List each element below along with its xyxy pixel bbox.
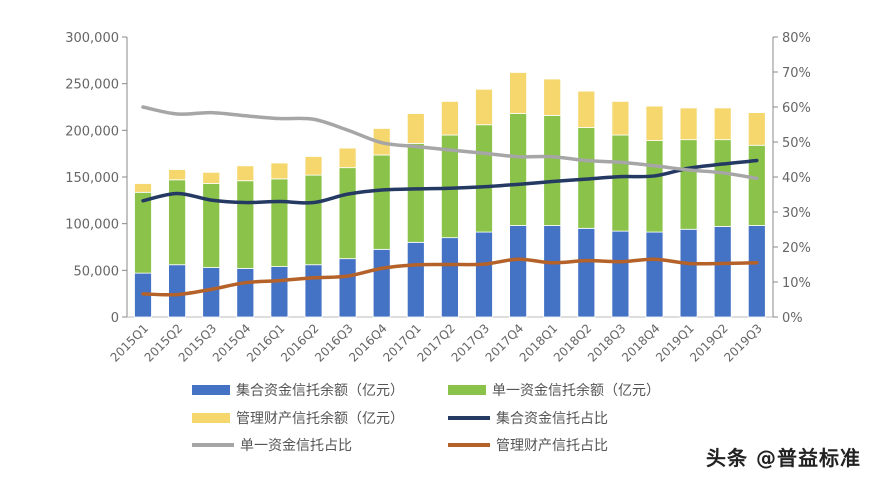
left-tick-label: 100,000 — [65, 218, 119, 233]
bar-property — [304, 156, 323, 176]
left-tick-label: 0 — [111, 311, 119, 326]
bar-single — [270, 178, 289, 267]
legend-item-property-ratio: 管理财产信托占比 — [448, 435, 608, 455]
bar-single — [611, 134, 630, 232]
legend-label: 单一资金信托余额（亿元） — [492, 383, 660, 399]
bar-collective — [475, 231, 493, 318]
bar-property — [679, 107, 698, 141]
right-tick-label: 20% — [782, 241, 811, 256]
bar-collective — [338, 258, 357, 318]
right-tick-label: 60% — [782, 101, 811, 116]
bar-property — [338, 147, 357, 169]
legend-label: 集合资金信托余额（亿元） — [236, 383, 404, 399]
legend-item-property-balance: 管理财产信托余额（亿元） — [192, 408, 404, 428]
bar-property — [645, 105, 664, 141]
bar-collective — [202, 267, 221, 318]
bar-property — [202, 171, 221, 184]
left-tick-label: 200,000 — [65, 124, 119, 139]
bar-collective — [645, 231, 664, 318]
bar-collective — [577, 227, 596, 318]
left-tick-label: 250,000 — [65, 78, 119, 93]
bar-single — [509, 113, 528, 226]
right-tick-label: 10% — [782, 276, 811, 291]
bar-single — [645, 140, 664, 233]
bar-property — [747, 112, 766, 146]
bar-property — [713, 107, 732, 141]
legend-item-collective-ratio: 集合资金信托占比 — [448, 408, 608, 428]
bar-single — [713, 139, 732, 227]
bar-collective — [406, 241, 425, 318]
bar-single — [338, 167, 357, 260]
bar-single — [747, 144, 766, 226]
bar-property — [270, 162, 289, 180]
bar-single — [679, 139, 698, 230]
bar-single — [475, 124, 493, 233]
bar-property — [543, 78, 562, 116]
bar-single — [406, 142, 425, 243]
x-tick-label: 2019Q3 — [721, 321, 765, 365]
legend-label: 管理财产信托余额（亿元） — [236, 411, 404, 427]
bar-property — [611, 101, 630, 136]
bar-collective — [236, 268, 255, 318]
bar-collective — [679, 228, 698, 318]
bar-collective — [270, 266, 289, 318]
left-tick-label: 50,000 — [74, 264, 120, 279]
right-tick-label: 40% — [782, 171, 811, 186]
legend-swatch — [448, 443, 490, 447]
bar-property — [577, 90, 596, 128]
bar-single — [543, 115, 562, 226]
bar-collective — [747, 225, 766, 318]
legend-swatch — [192, 413, 230, 423]
bar-collective — [509, 225, 528, 318]
bar-single — [134, 191, 152, 274]
left-tick-label: 150,000 — [65, 171, 119, 186]
legend-item-collective-balance: 集合资金信托余额（亿元） — [192, 380, 404, 400]
right-tick-label: 30% — [782, 206, 811, 221]
right-tick-label: 80% — [782, 31, 811, 46]
legend-label: 单一资金信托占比 — [240, 438, 352, 454]
bar-property — [406, 113, 425, 144]
right-tick-label: 0% — [782, 311, 803, 326]
legend-item-single-balance: 单一资金信托余额（亿元） — [448, 380, 660, 400]
bar-single — [372, 154, 391, 250]
bar-property — [236, 165, 255, 182]
bar-single — [202, 183, 221, 268]
legend-swatch — [448, 416, 490, 420]
bar-collective — [372, 248, 391, 318]
legend-item-single-ratio: 单一资金信托占比 — [192, 435, 352, 455]
bar-property — [134, 183, 152, 193]
right-tick-label: 50% — [782, 136, 811, 151]
bar-collective — [543, 225, 562, 318]
bar-single — [304, 174, 323, 266]
bar-collective — [440, 237, 459, 318]
legend-swatch — [192, 443, 234, 447]
left-tick-label: 300,000 — [65, 31, 119, 46]
watermark: 头条 @普益标准 — [706, 446, 861, 470]
bar-property — [440, 101, 459, 136]
bar-collective — [304, 264, 323, 318]
legend-label: 管理财产信托占比 — [496, 438, 608, 454]
bar-property — [509, 72, 528, 114]
bar-collective — [713, 226, 732, 318]
right-tick-label: 70% — [782, 66, 811, 81]
legend-swatch — [192, 385, 230, 395]
legend-label: 集合资金信托占比 — [496, 411, 608, 427]
bar-collective — [611, 230, 630, 318]
bar-collective — [168, 264, 187, 318]
legend-swatch — [448, 385, 486, 395]
bar-property — [475, 88, 493, 126]
bar-property — [168, 169, 187, 181]
bar-single — [236, 180, 255, 269]
